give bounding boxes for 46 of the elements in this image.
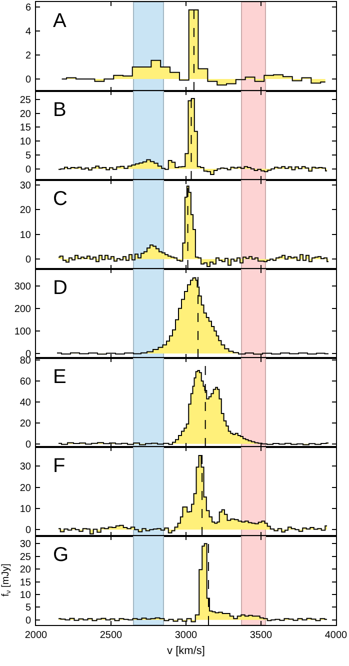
y-tick-label: 20 bbox=[20, 108, 32, 120]
chart-title: C bbox=[53, 188, 68, 210]
y-tick-label: 5 bbox=[25, 602, 32, 614]
y-tick-label: 25 bbox=[20, 552, 32, 563]
y-tick-label: 30 bbox=[20, 462, 32, 473]
x-tick-label: 3000 bbox=[174, 630, 198, 641]
y-tick-label: 20 bbox=[20, 418, 32, 430]
y-tick-label: 10 bbox=[20, 136, 32, 148]
y-tick-label: 60 bbox=[20, 376, 32, 388]
y-tick-label: 5 bbox=[25, 150, 32, 162]
y-tick-label: 30 bbox=[20, 539, 32, 550]
y-tick-label: 200 bbox=[14, 304, 32, 315]
y-tick-label: 20 bbox=[20, 482, 32, 494]
y-tick-label: 0 bbox=[25, 164, 32, 176]
y-tick-label: 20 bbox=[20, 564, 32, 576]
x-axis-title: v [km/s] bbox=[167, 645, 205, 658]
chart-title: E bbox=[53, 366, 66, 388]
y-tick-label: 10 bbox=[20, 230, 32, 241]
x-tick-label: 2500 bbox=[100, 630, 123, 641]
x-tick-label: 3500 bbox=[250, 630, 273, 641]
y-tick-label: 4 bbox=[25, 26, 32, 38]
y-tick-label: 10 bbox=[20, 504, 32, 515]
y-tick-label: 0 bbox=[25, 615, 32, 626]
y-tick-label: 15 bbox=[20, 577, 32, 588]
y-tick-label: 0 bbox=[25, 74, 32, 86]
y-tick-label: 0 bbox=[25, 254, 32, 266]
chart-title: F bbox=[53, 455, 66, 477]
y-tick-label: 25 bbox=[20, 94, 32, 106]
y-tick-label: 2 bbox=[25, 50, 32, 62]
x-tick-label: 2000 bbox=[24, 630, 48, 641]
x-tick-label: 4000 bbox=[324, 630, 348, 641]
chart-title: A bbox=[53, 10, 67, 32]
y-tick-label: 80 bbox=[20, 356, 32, 367]
y-tick-label: 20 bbox=[20, 205, 32, 216]
chart-title: G bbox=[53, 544, 69, 566]
chart-title: B bbox=[53, 99, 66, 121]
y-tick-label: 15 bbox=[20, 122, 32, 134]
y-tick-label: 0 bbox=[25, 439, 32, 450]
y-tick-label: 100 bbox=[14, 326, 32, 338]
chart-title: D bbox=[53, 277, 68, 299]
y-tick-label: 10 bbox=[20, 590, 32, 601]
y-tick-label: 6 bbox=[25, 2, 32, 14]
y-tick-label: 40 bbox=[20, 397, 32, 408]
y-tick-label: 30 bbox=[20, 180, 32, 192]
y-tick-label: 0 bbox=[25, 525, 32, 536]
y-tick-label: 300 bbox=[14, 281, 32, 292]
